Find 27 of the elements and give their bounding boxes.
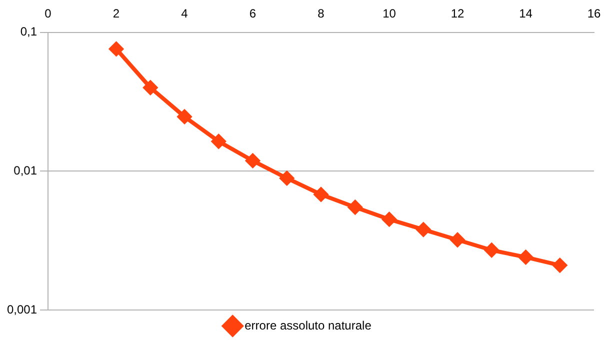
point [518, 250, 533, 264]
x-tick-label: 14 [519, 6, 533, 21]
x-tick-label: 10 [382, 6, 396, 21]
x-tick-label: 8 [318, 6, 325, 21]
point [552, 258, 567, 272]
point [212, 134, 226, 148]
legend-label: errore assoluto naturale [244, 318, 372, 332]
point [416, 222, 430, 237]
point [450, 232, 465, 247]
point [314, 187, 328, 202]
x-tick-label: 6 [249, 6, 256, 21]
point [178, 110, 192, 124]
point [280, 171, 294, 186]
x-tick-label: 0 [44, 6, 52, 21]
point [246, 154, 260, 168]
point [143, 80, 158, 95]
y-tick-label: 0,1 [20, 24, 38, 39]
y-tick-label: 0,01 [14, 164, 38, 178]
x-tick-label: 2 [112, 6, 120, 21]
x-tick-label: 4 [181, 6, 188, 21]
point [348, 200, 362, 214]
x-tick-label: 12 [450, 6, 464, 21]
point [109, 42, 124, 56]
point [382, 212, 396, 226]
point [484, 243, 499, 258]
y-tick-label: 0,001 [7, 302, 38, 316]
x-tick-label: 16 [587, 6, 601, 21]
